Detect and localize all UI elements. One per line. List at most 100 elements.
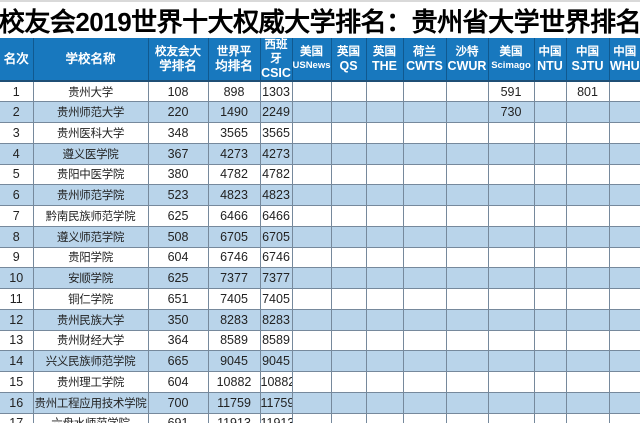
- col-header-label: 学排名: [159, 59, 197, 73]
- value-cell-cwur: [445, 329, 489, 352]
- col-header-label: 中国: [613, 46, 637, 58]
- value-cell-world_avg: 4823: [207, 184, 261, 206]
- col-header-label: 西班牙: [264, 39, 288, 65]
- value-cell-qs: [330, 225, 367, 248]
- value-cell-cwts: [402, 80, 447, 103]
- value-cell-scimago: [487, 308, 535, 331]
- value-cell-ntu: [533, 308, 567, 331]
- rank-cell: 1: [0, 80, 34, 103]
- value-cell-the: [365, 350, 404, 372]
- col-header-label: Scimago: [491, 60, 531, 71]
- value-cell-xyh_rank: 604: [147, 246, 209, 269]
- value-cell-whu: [608, 80, 640, 103]
- rank-cell: 11: [0, 288, 34, 310]
- value-cell-xyh_rank: 523: [147, 184, 209, 206]
- page-title-bar: 校友会2019世界十大权威大学排名：贵州省大学世界排名: [0, 2, 640, 38]
- col-header-label: CWUR: [447, 59, 487, 73]
- value-cell-sjtu: [565, 205, 610, 227]
- school-name-cell: 贵州师范学院: [32, 184, 149, 206]
- table-row: 7 黔南民族师范学院 625 6466 6466: [0, 205, 640, 227]
- value-cell-scimago: 591: [487, 80, 535, 103]
- value-cell-cwts: [402, 329, 447, 352]
- value-cell-qs: [330, 412, 367, 423]
- value-cell-cwur: [445, 267, 489, 289]
- value-cell-qs: [330, 391, 367, 414]
- rank-cell: 9: [0, 246, 34, 269]
- value-cell-cwts: [402, 350, 447, 372]
- rank-cell: 5: [0, 163, 34, 186]
- value-cell-cwts: [402, 163, 447, 186]
- school-name-cell: 贵州大学: [32, 80, 149, 103]
- value-cell-xyh_rank: 380: [147, 163, 209, 186]
- value-cell-cwts: [402, 267, 447, 289]
- value-cell-cwur: [445, 371, 489, 393]
- value-cell-world_avg: 3565: [207, 122, 261, 144]
- table-row: 16 贵州工程应用技术学院 700 11759 11759: [0, 391, 640, 414]
- table-body: 1 贵州大学 108 898 1303 591 801 2 贵州师范大学 220 1490 2249 7…: [0, 80, 640, 423]
- col-header-label: 均排名: [215, 59, 253, 73]
- value-cell-world_avg: 8589: [207, 329, 261, 352]
- school-name-cell: 贵阳中医学院: [32, 163, 149, 186]
- value-cell-ntu: [533, 412, 567, 423]
- col-header-qs: 英国 QS: [331, 38, 367, 81]
- value-cell-the: [365, 371, 404, 393]
- value-cell-usnews: [291, 184, 332, 206]
- value-cell-whu: [608, 371, 640, 393]
- value-cell-scimago: [487, 205, 535, 227]
- value-cell-sjtu: 801: [565, 80, 610, 103]
- table-row: 5 贵阳中医学院 380 4782 4782: [0, 163, 640, 186]
- value-cell-csic: 7405: [259, 288, 293, 310]
- value-cell-cwts: [402, 122, 447, 144]
- value-cell-whu: [608, 163, 640, 186]
- value-cell-sjtu: [565, 122, 610, 144]
- table-row: 11 铜仁学院 651 7405 7405: [0, 288, 640, 310]
- school-name-cell: 遵义师范学院: [32, 225, 149, 248]
- value-cell-whu: [608, 142, 640, 165]
- col-header-label: QS: [339, 59, 358, 73]
- value-cell-qs: [330, 288, 367, 310]
- value-cell-whu: [608, 122, 640, 144]
- value-cell-whu: [608, 246, 640, 269]
- value-cell-scimago: [487, 142, 535, 165]
- col-header-ntu: 中国 NTU: [534, 38, 567, 81]
- table-row: 15 贵州理工学院 604 10882 10882: [0, 371, 640, 393]
- value-cell-world_avg: 1490: [207, 101, 261, 123]
- value-cell-ntu: [533, 329, 567, 352]
- value-cell-csic: 10882: [259, 371, 293, 393]
- value-cell-the: [365, 225, 404, 248]
- school-name-cell: 贵阳学院: [32, 246, 149, 269]
- value-cell-usnews: [291, 80, 332, 103]
- value-cell-whu: [608, 391, 640, 414]
- value-cell-cwur: [445, 350, 489, 372]
- value-cell-the: [365, 205, 404, 227]
- value-cell-scimago: [487, 391, 535, 414]
- value-cell-csic: 7377: [259, 267, 293, 289]
- col-header-label: 美国: [499, 46, 523, 58]
- value-cell-csic: 9045: [259, 350, 293, 372]
- value-cell-xyh_rank: 700: [147, 391, 209, 414]
- value-cell-qs: [330, 122, 367, 144]
- value-cell-xyh_rank: 625: [147, 205, 209, 227]
- col-header-rank: 名次: [0, 38, 34, 81]
- rank-cell: 15: [0, 371, 34, 393]
- value-cell-qs: [330, 246, 367, 269]
- value-cell-cwts: [402, 101, 447, 123]
- col-header-the: 英国 THE: [366, 38, 404, 81]
- value-cell-the: [365, 101, 404, 123]
- rank-cell: 10: [0, 267, 34, 289]
- value-cell-whu: [608, 267, 640, 289]
- rank-cell: 13: [0, 329, 34, 352]
- table-row: 6 贵州师范学院 523 4823 4823: [0, 184, 640, 206]
- value-cell-sjtu: [565, 101, 610, 123]
- value-cell-qs: [330, 308, 367, 331]
- value-cell-world_avg: 6466: [207, 205, 261, 227]
- value-cell-scimago: [487, 267, 535, 289]
- value-cell-scimago: [487, 122, 535, 144]
- value-cell-whu: [608, 184, 640, 206]
- value-cell-sjtu: [565, 246, 610, 269]
- value-cell-csic: 1303: [259, 80, 293, 103]
- value-cell-xyh_rank: 367: [147, 142, 209, 165]
- value-cell-usnews: [291, 308, 332, 331]
- value-cell-xyh_rank: 625: [147, 267, 209, 289]
- col-header-label: 学校名称: [65, 52, 116, 66]
